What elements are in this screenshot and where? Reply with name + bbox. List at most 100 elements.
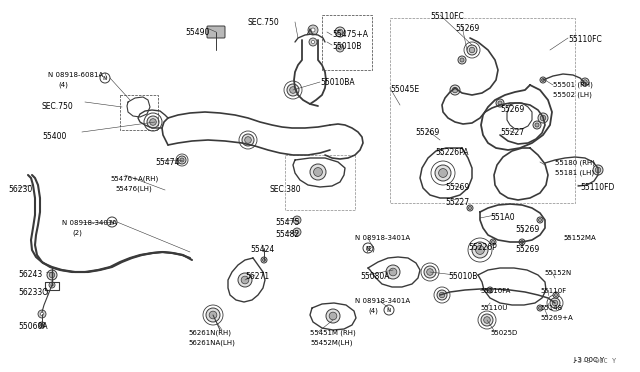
Text: J-3 00C Y: J-3 00C Y bbox=[578, 358, 616, 364]
Circle shape bbox=[437, 290, 447, 300]
Circle shape bbox=[481, 314, 493, 326]
Text: (4): (4) bbox=[368, 308, 378, 314]
Text: SEC.750: SEC.750 bbox=[248, 18, 280, 27]
Text: 56261N(RH): 56261N(RH) bbox=[188, 330, 231, 337]
Circle shape bbox=[293, 216, 301, 224]
Circle shape bbox=[540, 77, 546, 83]
Text: 56230: 56230 bbox=[8, 185, 32, 194]
Circle shape bbox=[209, 311, 217, 319]
Text: (2): (2) bbox=[365, 245, 375, 251]
Circle shape bbox=[40, 324, 44, 327]
Text: 55180 (RH): 55180 (RH) bbox=[555, 160, 595, 167]
Text: SEC.750: SEC.750 bbox=[42, 102, 74, 111]
Text: 55080A: 55080A bbox=[360, 272, 390, 281]
Circle shape bbox=[583, 80, 588, 84]
Text: 55110FA: 55110FA bbox=[480, 288, 510, 294]
Circle shape bbox=[51, 284, 53, 286]
Circle shape bbox=[147, 116, 159, 128]
Circle shape bbox=[49, 282, 55, 288]
Circle shape bbox=[178, 156, 186, 164]
Circle shape bbox=[498, 101, 502, 105]
Text: 55148: 55148 bbox=[540, 305, 562, 311]
Circle shape bbox=[554, 294, 557, 296]
Text: 55490: 55490 bbox=[185, 28, 209, 37]
Text: N: N bbox=[387, 308, 391, 312]
Circle shape bbox=[308, 25, 318, 35]
Circle shape bbox=[492, 241, 495, 244]
Circle shape bbox=[244, 137, 252, 143]
Text: 55269: 55269 bbox=[500, 105, 524, 114]
Text: (4): (4) bbox=[58, 82, 68, 89]
Text: 55110U: 55110U bbox=[480, 305, 508, 311]
Text: N 08918-3401A: N 08918-3401A bbox=[355, 298, 410, 304]
Circle shape bbox=[450, 85, 460, 95]
Circle shape bbox=[339, 46, 342, 49]
Text: 55476(LH): 55476(LH) bbox=[115, 185, 152, 192]
Text: (2): (2) bbox=[72, 230, 82, 237]
Text: 55181 (LH): 55181 (LH) bbox=[555, 170, 594, 176]
Text: N 08918-6081A: N 08918-6081A bbox=[48, 72, 103, 78]
Circle shape bbox=[552, 300, 557, 306]
Circle shape bbox=[476, 246, 484, 254]
Circle shape bbox=[537, 305, 543, 311]
Circle shape bbox=[150, 119, 156, 125]
Text: 55476+A(RH): 55476+A(RH) bbox=[110, 175, 158, 182]
Circle shape bbox=[593, 165, 603, 175]
Circle shape bbox=[47, 270, 57, 280]
Circle shape bbox=[488, 289, 492, 292]
Text: N 08918-3401A: N 08918-3401A bbox=[62, 220, 117, 226]
Circle shape bbox=[452, 87, 458, 93]
Circle shape bbox=[540, 115, 546, 121]
Text: 55269: 55269 bbox=[415, 128, 439, 137]
Text: 55269: 55269 bbox=[515, 245, 540, 254]
Text: SEC.380: SEC.380 bbox=[270, 185, 301, 194]
Circle shape bbox=[520, 241, 524, 244]
Text: N: N bbox=[366, 246, 370, 250]
Circle shape bbox=[336, 44, 344, 52]
Circle shape bbox=[261, 257, 267, 263]
Circle shape bbox=[487, 287, 493, 293]
Circle shape bbox=[335, 27, 345, 37]
Circle shape bbox=[538, 218, 541, 221]
Text: 56271: 56271 bbox=[245, 272, 269, 281]
Circle shape bbox=[290, 87, 296, 93]
Circle shape bbox=[311, 28, 315, 32]
Text: 55226PA: 55226PA bbox=[435, 148, 468, 157]
Circle shape bbox=[472, 242, 488, 258]
Circle shape bbox=[180, 158, 184, 162]
Circle shape bbox=[535, 123, 539, 127]
Circle shape bbox=[329, 312, 337, 320]
Circle shape bbox=[438, 169, 447, 177]
Circle shape bbox=[490, 239, 496, 245]
Text: N: N bbox=[110, 219, 114, 224]
Circle shape bbox=[389, 268, 397, 276]
Text: 55110FC: 55110FC bbox=[430, 12, 464, 21]
Circle shape bbox=[550, 298, 560, 308]
Circle shape bbox=[537, 217, 543, 223]
Text: 55110FC: 55110FC bbox=[568, 35, 602, 44]
Circle shape bbox=[467, 45, 477, 55]
Text: 55502 (LH): 55502 (LH) bbox=[553, 92, 592, 99]
Circle shape bbox=[427, 269, 433, 275]
Circle shape bbox=[458, 56, 466, 64]
Circle shape bbox=[460, 58, 464, 62]
Text: 551A0: 551A0 bbox=[490, 213, 515, 222]
Circle shape bbox=[435, 165, 451, 181]
Text: 55010B: 55010B bbox=[332, 42, 362, 51]
Text: 55451M (RH): 55451M (RH) bbox=[310, 330, 356, 337]
Text: N 08918-3401A: N 08918-3401A bbox=[355, 235, 410, 241]
Circle shape bbox=[312, 41, 315, 44]
Circle shape bbox=[39, 322, 45, 328]
Circle shape bbox=[484, 317, 490, 323]
Circle shape bbox=[206, 308, 220, 322]
Text: 56261NA(LH): 56261NA(LH) bbox=[188, 340, 235, 346]
Text: 55227: 55227 bbox=[500, 128, 524, 137]
Text: 55060A: 55060A bbox=[18, 322, 47, 331]
Circle shape bbox=[309, 38, 317, 46]
Circle shape bbox=[337, 29, 343, 35]
Text: 55424: 55424 bbox=[250, 245, 275, 254]
Circle shape bbox=[541, 78, 545, 81]
Text: 56243: 56243 bbox=[18, 270, 42, 279]
Text: 55226P: 55226P bbox=[468, 243, 497, 252]
Circle shape bbox=[49, 272, 55, 278]
